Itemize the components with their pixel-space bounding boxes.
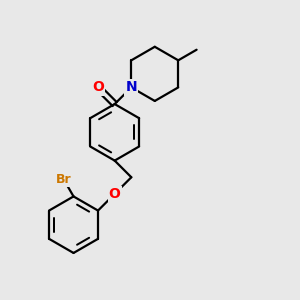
Text: Br: Br [56, 172, 71, 186]
Text: O: O [92, 80, 104, 94]
Text: O: O [109, 187, 121, 201]
Text: N: N [125, 80, 137, 94]
